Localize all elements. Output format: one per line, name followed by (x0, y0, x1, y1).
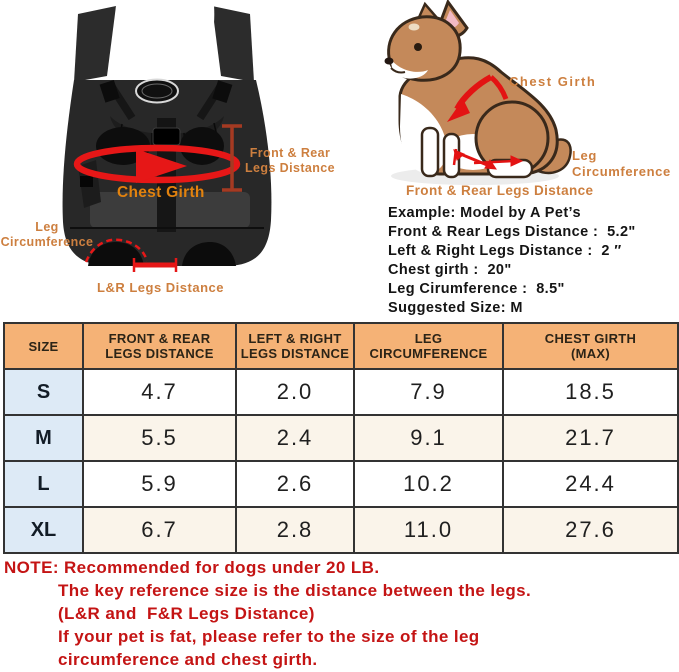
backpack-chest-girth-label: Chest Girth (117, 184, 205, 201)
front-rear-measure-line (222, 124, 242, 192)
sizing-example-block: Example: Model by A Pet’s Front & Rear L… (388, 204, 676, 318)
backpack-side-buckle (80, 176, 93, 187)
value-cell: 21.7 (502, 414, 679, 462)
value-cell: 24.4 (502, 460, 679, 508)
dog-muzzle (390, 58, 428, 79)
col-header-leg-circumference: LEG CIRCUMFERENCE (353, 322, 504, 370)
note-line: The key reference size is the distance b… (58, 581, 532, 600)
backpack-buckle-right (212, 80, 233, 103)
dog-front-rear-label: Front & Rear Legs Distance (406, 183, 594, 198)
example-line: Leg Cirumference : 8.5" (388, 281, 565, 297)
table-row-m: M 5.5 2.4 9.1 21.7 (3, 414, 679, 462)
table-row-l: L 5.9 2.6 10.2 24.4 (3, 460, 679, 508)
backpack-leg-circumference-label: Leg Circumference (0, 220, 94, 249)
size-chart-table: SIZE FRONT & REAR LEGS DISTANCE LEFT & R… (3, 322, 679, 554)
note-line: NOTE: Recommended for dogs under 20 LB. (4, 558, 380, 577)
backpack-strap-left (74, 6, 116, 82)
note-line: If your pet is fat, please refer to the … (58, 627, 480, 646)
backpack-strap-right (212, 6, 254, 82)
value-cell: 6.7 (82, 506, 237, 554)
example-line: Front & Rear Legs Distance : 5.2" (388, 224, 636, 240)
dog-harness-arrowhead (447, 99, 470, 122)
brand-logo (135, 78, 179, 104)
size-label: XL (3, 506, 84, 554)
chest-girth-arrow (73, 144, 241, 184)
size-label: S (3, 368, 84, 416)
example-line: Example: Model by A Pet’s (388, 205, 581, 221)
dog-mouth (390, 67, 406, 74)
dog-brow-spot (408, 23, 420, 31)
backpack-illustration (62, 5, 272, 272)
value-cell: 7.9 (353, 368, 504, 416)
dog-front-leg-1 (420, 126, 440, 178)
example-line: Left & Right Legs Distance : 2 ″ (388, 243, 622, 259)
value-cell: 5.9 (82, 460, 237, 508)
col-header-chest-girth: CHEST GIRTH (MAX) (502, 322, 679, 370)
leg-circumference-arc (84, 238, 149, 263)
chest-girth-arrowhead (136, 149, 187, 183)
dog-harness-back (489, 75, 509, 100)
value-cell: 2.6 (235, 460, 355, 508)
value-cell: 18.5 (502, 368, 679, 416)
dog-leg-arrows (452, 148, 524, 170)
value-cell: 9.1 (353, 414, 504, 462)
value-cell: 10.2 (353, 460, 504, 508)
value-cell: 2.8 (235, 506, 355, 554)
size-label: M (3, 414, 84, 462)
backpack-lr-legs-label: L&R Legs Distance (97, 280, 224, 295)
backpack-center-strap-lower (157, 186, 176, 232)
col-header-size: SIZE (3, 322, 84, 370)
backpack-neck-opening (115, 5, 215, 69)
dog-leg-circumference-label: Leg Circumference (572, 148, 671, 179)
col-header-left-right: LEFT & RIGHT LEGS DISTANCE (235, 322, 355, 370)
lr-legs-measure-bar (132, 258, 178, 272)
bottom-leg-hole-left (88, 242, 144, 266)
note-block: NOTE: Recommended for dogs under 20 LB. … (4, 556, 531, 671)
dog-eye (414, 43, 422, 51)
value-cell: 4.7 (82, 368, 237, 416)
bottom-leg-hole-right (182, 242, 236, 266)
size-table-header: SIZE FRONT & REAR LEGS DISTANCE LEFT & R… (3, 322, 679, 370)
note-line: (L&R and F&R Legs Distance) (58, 604, 315, 623)
backpack-buckle-left (99, 79, 120, 103)
col-header-front-rear: FRONT & REAR LEGS DISTANCE (82, 322, 237, 370)
value-cell: 5.5 (82, 414, 237, 462)
value-cell: 27.6 (502, 506, 679, 554)
note-line: circumference and chest girth. (58, 650, 318, 669)
backpack-front-rear-label: Front & Rear Legs Distance (245, 146, 335, 175)
example-line: Chest girth : 20" (388, 262, 512, 278)
dog-chest-girth-label: Chest Girth (509, 74, 597, 89)
value-cell: 2.0 (235, 368, 355, 416)
dog-nose (384, 57, 394, 65)
example-line: Suggested Size: M (388, 300, 523, 316)
table-row-xl: XL 6.7 2.8 11.0 27.6 (3, 506, 679, 554)
value-cell: 2.4 (235, 414, 355, 462)
brand-logo-inner (141, 83, 173, 99)
dog-illustration (384, 0, 572, 185)
backpack-clip-buckle (152, 127, 181, 146)
size-label: L (3, 460, 84, 508)
table-row-s: S 4.7 2.0 7.9 18.5 (3, 368, 679, 416)
value-cell: 11.0 (353, 506, 504, 554)
